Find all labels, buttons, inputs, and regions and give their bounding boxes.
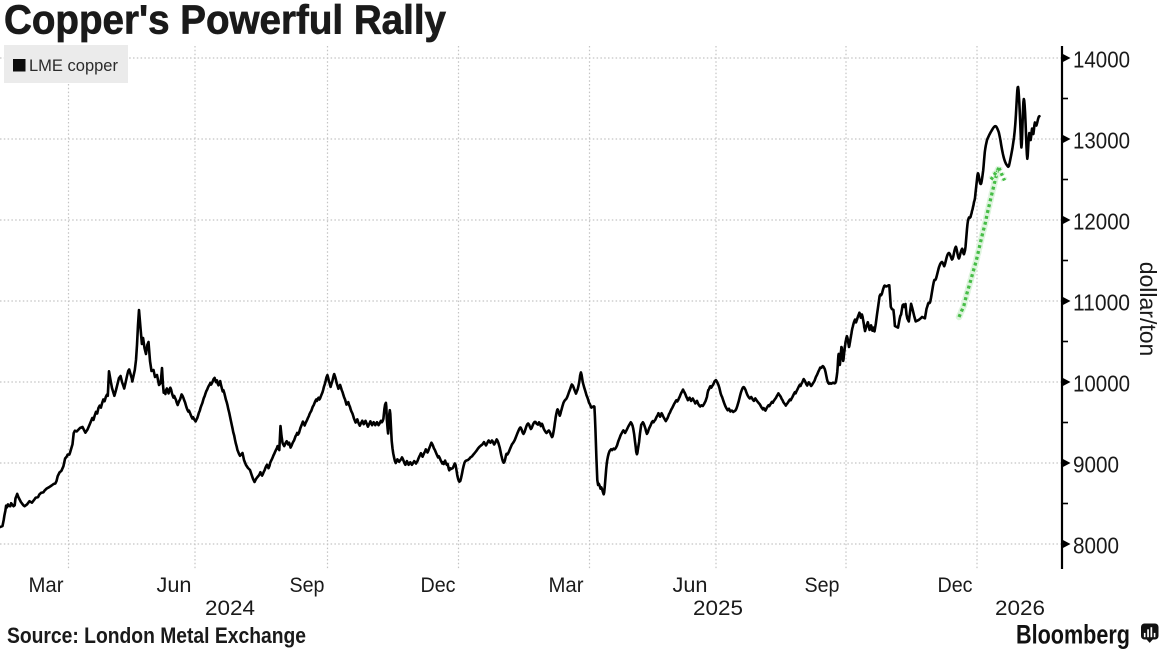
- svg-text:Jun: Jun: [157, 573, 192, 597]
- svg-text:8000: 8000: [1073, 533, 1119, 559]
- svg-text:Dec: Dec: [938, 573, 973, 597]
- svg-text:Dec: Dec: [421, 573, 456, 597]
- svg-text:2025: 2025: [693, 596, 743, 620]
- svg-text:Mar: Mar: [29, 573, 64, 597]
- svg-text:Sep: Sep: [805, 573, 840, 597]
- svg-text:2026: 2026: [995, 596, 1045, 620]
- svg-text:Sep: Sep: [290, 573, 325, 597]
- svg-text:12000: 12000: [1073, 209, 1130, 235]
- svg-text:Mar: Mar: [549, 573, 584, 597]
- svg-text:14000: 14000: [1073, 47, 1130, 73]
- svg-text:10000: 10000: [1073, 371, 1130, 397]
- svg-text:11000: 11000: [1073, 290, 1130, 316]
- svg-text:dollar/ton: dollar/ton: [1135, 262, 1161, 357]
- svg-text:Bloomberg: Bloomberg: [1016, 620, 1130, 650]
- svg-text:13000: 13000: [1073, 128, 1130, 154]
- svg-text:2024: 2024: [205, 596, 255, 620]
- svg-text:9000: 9000: [1073, 452, 1119, 478]
- svg-text:LME copper: LME copper: [29, 56, 118, 75]
- svg-text:Jun: Jun: [673, 573, 708, 597]
- svg-text:Copper's Powerful Rally: Copper's Powerful Rally: [4, 0, 446, 43]
- svg-text:Source: London Metal Exchange: Source: London Metal Exchange: [7, 623, 306, 648]
